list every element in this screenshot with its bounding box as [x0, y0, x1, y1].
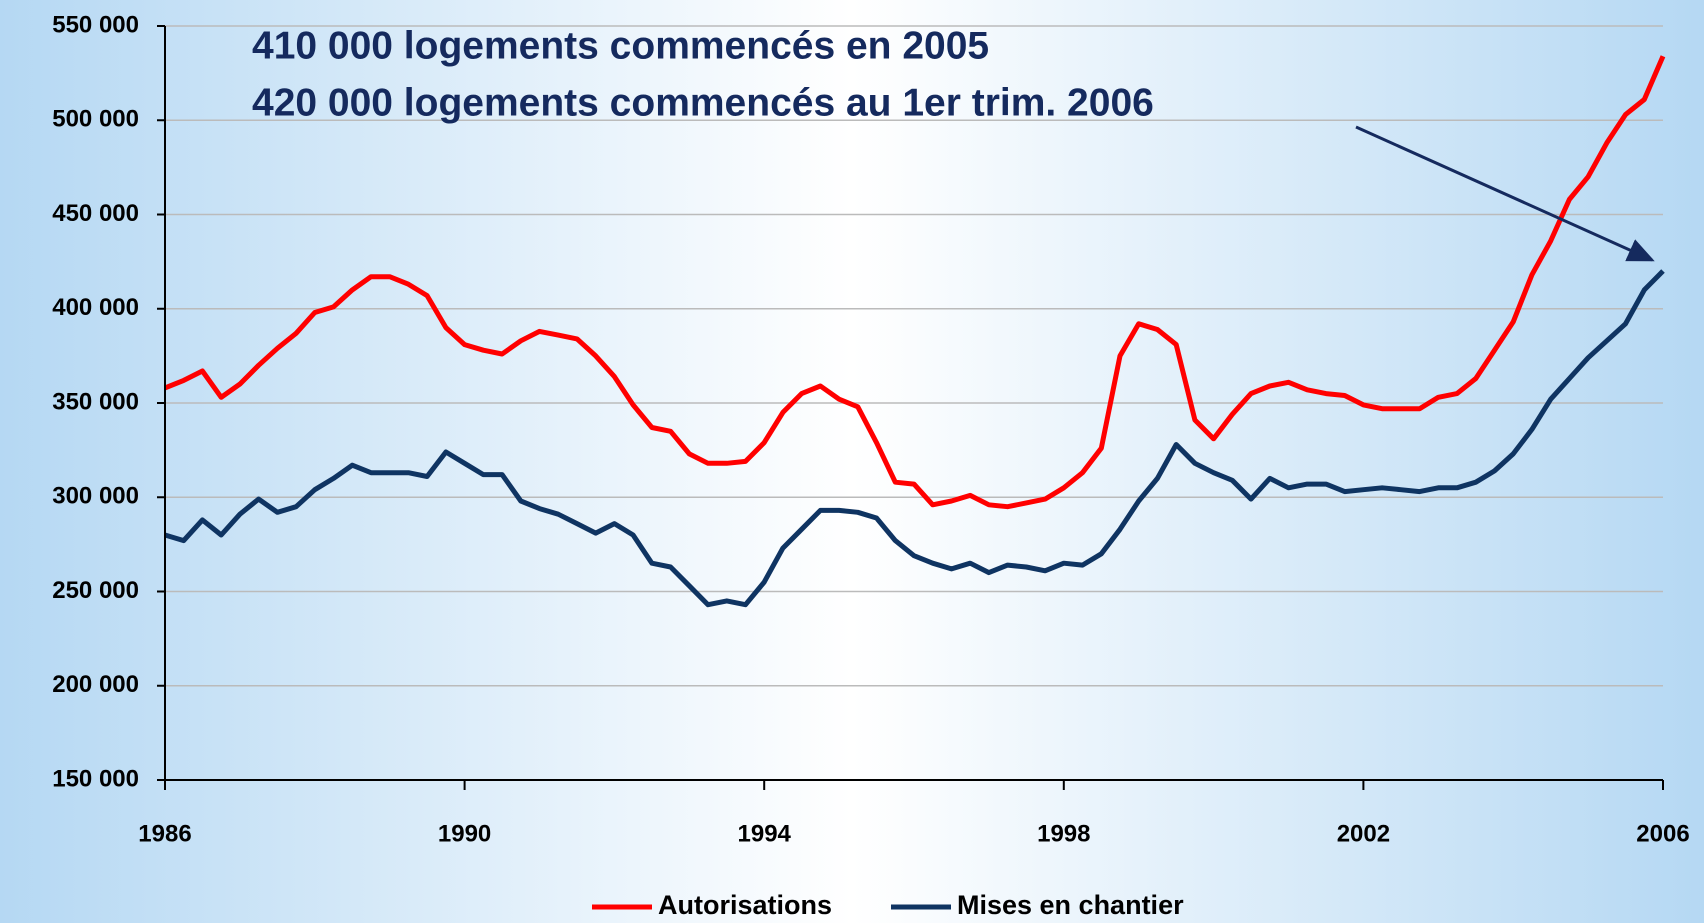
x-tick-label: 2002 — [1337, 820, 1390, 847]
x-tick-label: 2006 — [1636, 820, 1689, 847]
y-tick-label: 450 000 — [52, 200, 139, 227]
y-tick-label: 250 000 — [52, 577, 139, 604]
x-tick-label: 1990 — [438, 820, 491, 847]
y-tick-label: 300 000 — [52, 483, 139, 510]
arrow — [1355, 125, 1655, 262]
annotation: 410 000 logements commencés en 2005 — [252, 24, 989, 67]
y-tick-label: 200 000 — [52, 671, 139, 698]
y-tick-label: 550 000 — [52, 11, 139, 38]
y-tick-label: 150 000 — [52, 765, 139, 792]
series-line — [164, 55, 1666, 510]
y-tick-label: 400 000 — [52, 294, 139, 321]
x-tick-label: 1994 — [738, 820, 792, 847]
legend-label: Autorisations — [658, 890, 832, 920]
x-tick-label: 1998 — [1037, 820, 1090, 847]
x-tick-label: 1986 — [138, 820, 191, 847]
y-tick-label: 350 000 — [52, 388, 139, 415]
legend-label: Mises en chantier — [957, 890, 1184, 920]
annotation: 420 000 logements commencés au 1er trim.… — [252, 81, 1154, 124]
y-tick-label: 500 000 — [52, 106, 139, 133]
series-line — [164, 269, 1665, 608]
